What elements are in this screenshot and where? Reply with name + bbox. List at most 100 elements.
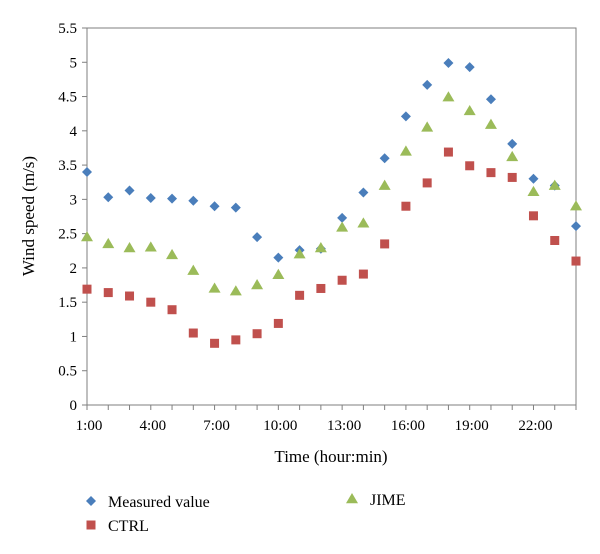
measured-value-point (422, 79, 433, 90)
jime-point (123, 242, 136, 253)
y-tick-label: 0 (70, 398, 78, 414)
ctrl-point (528, 211, 538, 221)
measured-value-point (379, 153, 390, 164)
series-measured-value (82, 57, 581, 263)
measured-value-point (82, 166, 92, 177)
series-jime (81, 91, 582, 296)
measured-value-point (103, 192, 114, 203)
ctrl-point (252, 329, 262, 339)
measured-value-point (273, 252, 284, 263)
y-tick-label: 1.5 (58, 295, 77, 311)
y-axis-label: Wind speed (m/s) (19, 156, 38, 276)
measured-value-point (167, 193, 178, 204)
ctrl-point (507, 172, 517, 182)
x-tick-label: 7:00 (203, 418, 230, 434)
y-tick-label: 3 (70, 192, 78, 208)
y-tick-label: 0.5 (58, 364, 77, 380)
ctrl-point (316, 283, 326, 293)
ctrl-point (550, 235, 560, 245)
y-axis: 0 0.5 1 1.5 2 2.5 3 3.5 4 4.5 5 5.5 (58, 21, 87, 414)
measured-value-point (337, 212, 348, 223)
x-tick-label: 16:00 (391, 418, 425, 434)
jime-point (229, 285, 242, 296)
ctrl-point (380, 239, 390, 249)
legend-label-measured-value: Measured value (108, 494, 210, 511)
measured-value-point (358, 187, 369, 198)
jime-point (548, 179, 561, 190)
jime-point (208, 282, 221, 293)
measured-value-point (571, 221, 581, 232)
ctrl-point (358, 269, 368, 279)
y-tick-label: 4.5 (58, 90, 77, 106)
y-tick-label: 3.5 (58, 158, 77, 174)
ctrl-point (82, 284, 92, 294)
ctrl-point (465, 161, 475, 171)
ctrl-point (571, 256, 581, 266)
jime-point (463, 104, 476, 116)
measured-value-point (230, 202, 241, 213)
jime-point (506, 150, 519, 162)
legend-marker-jime (346, 493, 358, 504)
y-tick-label: 5 (70, 55, 78, 71)
y-tick-label: 5.5 (58, 21, 77, 37)
legend-marker-ctrl (86, 520, 96, 530)
ctrl-point (167, 305, 177, 315)
legend-label-ctrl: CTRL (108, 518, 149, 535)
jime-point (399, 145, 412, 156)
ctrl-point (401, 201, 411, 211)
ctrl-point (188, 328, 198, 338)
y-tick-label: 2 (70, 261, 78, 277)
jime-point (251, 279, 264, 290)
jime-point (570, 200, 582, 211)
jime-point (336, 221, 349, 232)
x-tick-label: 13:00 (327, 418, 361, 434)
measured-value-point (209, 201, 220, 212)
jime-point (81, 231, 93, 242)
measured-value-point (443, 57, 454, 68)
measured-value-point (507, 138, 518, 149)
x-tick-label: 4:00 (139, 418, 166, 434)
measured-value-point (145, 192, 156, 203)
jime-point (102, 237, 115, 249)
data-marks (81, 57, 582, 348)
measured-value-point (528, 173, 539, 184)
ctrl-point (337, 275, 347, 285)
ctrl-point (146, 297, 156, 307)
legend: Measured value CTRL JIME (86, 492, 406, 535)
x-tick-label: 10:00 (263, 418, 297, 434)
measured-value-point (400, 111, 411, 122)
jime-point (378, 179, 391, 190)
y-tick-label: 1 (70, 329, 78, 345)
measured-value-point (252, 232, 263, 243)
ctrl-point (231, 335, 241, 345)
x-tick-label: 1:00 (76, 418, 103, 434)
series-ctrl (82, 147, 581, 348)
jime-point (314, 242, 327, 253)
jime-point (293, 248, 306, 259)
y-tick-label: 2.5 (58, 227, 77, 243)
jime-point (272, 268, 285, 279)
legend-label-jime: JIME (370, 492, 406, 509)
jime-point (527, 185, 540, 197)
ctrl-point (210, 338, 220, 348)
measured-value-point (188, 195, 199, 206)
jime-point (484, 118, 497, 129)
measured-value-point (464, 62, 475, 73)
y-tick-label: 4 (70, 124, 78, 140)
x-axis-label: Time (hour:min) (274, 447, 387, 466)
jime-point (166, 248, 179, 260)
ctrl-point (103, 288, 113, 298)
x-tick-label: 22:00 (518, 418, 552, 434)
jime-point (357, 217, 370, 228)
measured-value-point (485, 94, 496, 105)
x-tick-label: 19:00 (455, 418, 489, 434)
measured-value-point (124, 185, 135, 196)
jime-point (187, 264, 200, 275)
plot-area-frame (86, 27, 577, 406)
ctrl-point (486, 168, 496, 178)
x-axis: 1:00 4:00 7:00 10:00 13:00 16:00 19:00 22:00 (76, 405, 577, 434)
ctrl-point (422, 178, 432, 188)
jime-point (421, 121, 434, 132)
legend-marker-measured-value (86, 496, 96, 506)
